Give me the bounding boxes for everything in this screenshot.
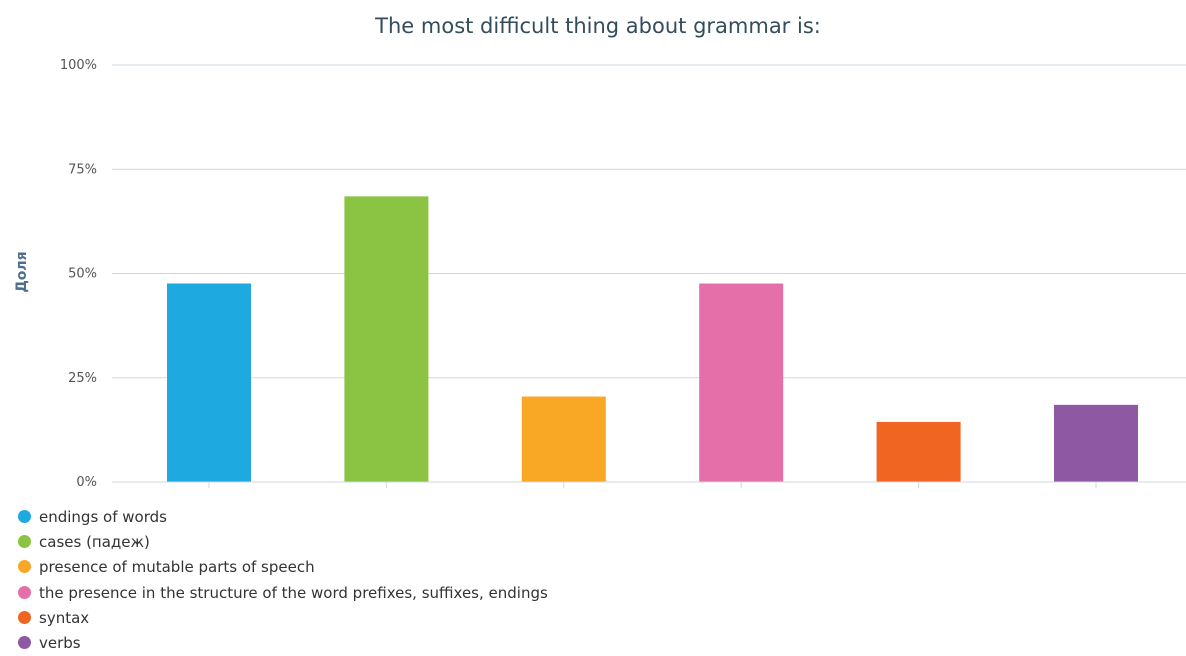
legend-label: presence of mutable parts of speech bbox=[39, 558, 315, 577]
legend-swatch-icon bbox=[18, 585, 31, 599]
bar[interactable] bbox=[521, 396, 606, 482]
bar[interactable] bbox=[876, 421, 961, 482]
legend-swatch-icon bbox=[18, 560, 31, 574]
y-tick-label: 100% bbox=[60, 58, 97, 73]
bar[interactable] bbox=[167, 283, 251, 482]
legend-item[interactable]: the presence in the structure of the wor… bbox=[18, 581, 548, 606]
bar[interactable] bbox=[699, 283, 784, 482]
legend-label: endings of words bbox=[39, 508, 167, 526]
chart-title: The most difficult thing about grammar i… bbox=[374, 14, 821, 38]
legend: endings of words cases (падеж) presence of… bbox=[18, 505, 548, 656]
y-axis-label: Доля bbox=[14, 251, 30, 292]
legend-swatch-icon bbox=[18, 510, 31, 523]
bar[interactable] bbox=[344, 196, 429, 483]
legend-swatch-icon bbox=[18, 535, 31, 549]
legend-label: verbs bbox=[39, 633, 81, 652]
legend-item[interactable]: endings of words bbox=[18, 505, 548, 530]
y-tick-label: 50% bbox=[68, 267, 97, 282]
y-tick-label: 25% bbox=[68, 371, 97, 386]
gridlines bbox=[112, 64, 1186, 379]
x-axis-ticks bbox=[208, 482, 1097, 488]
bar[interactable] bbox=[1054, 404, 1138, 482]
legend-label: syntax bbox=[39, 608, 90, 627]
legend-item[interactable]: verbs bbox=[18, 631, 548, 656]
legend-label: the presence in the structure of the wor… bbox=[39, 583, 548, 602]
legend-swatch-icon bbox=[18, 610, 31, 624]
y-axis-tick-labels: 0% 25% 50% 75% 100% bbox=[60, 58, 97, 490]
legend-item[interactable]: presence of mutable parts of speech bbox=[18, 555, 548, 580]
legend-swatch-icon bbox=[18, 635, 31, 649]
legend-item[interactable]: syntax bbox=[18, 606, 548, 631]
y-tick-label: 0% bbox=[76, 475, 97, 490]
bars bbox=[167, 196, 1138, 483]
legend-label: cases (падеж) bbox=[39, 533, 150, 552]
legend-item[interactable]: cases (падеж) bbox=[18, 530, 548, 555]
y-tick-label: 75% bbox=[68, 162, 97, 177]
